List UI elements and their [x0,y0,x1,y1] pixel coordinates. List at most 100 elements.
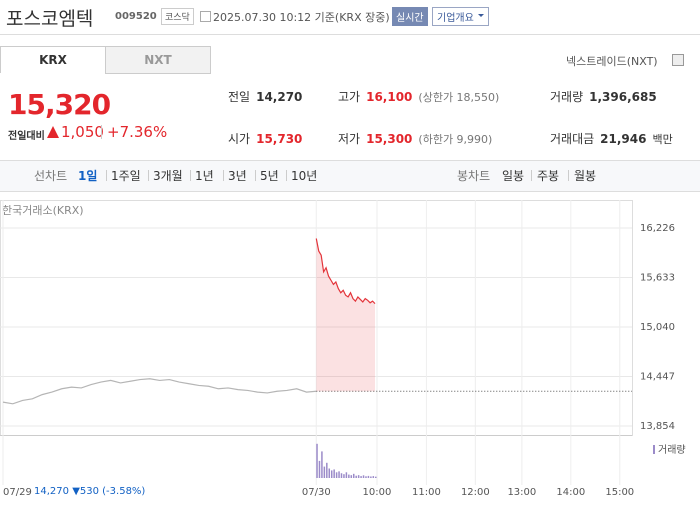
period-option[interactable]: 1년 [195,169,214,183]
sep [286,170,287,181]
nxt-link[interactable]: 넥스트레이드(NXT) [566,55,658,68]
x-tick-label: 14:00 [556,487,585,498]
x-tick-label: 07/30 [302,487,331,498]
tab-nxt[interactable]: NXT [105,46,211,74]
y-tick-label: 16,226 [640,223,675,234]
stat-value: 16,100 [366,90,413,104]
stat-label: 시가 [228,132,251,146]
stat-label: 거래대금 [550,132,595,146]
period-option[interactable]: 3년 [228,169,247,183]
sep [148,170,149,181]
change-rate: +7.36% [107,123,168,141]
volume-bar [365,476,367,478]
y-tick-label: 13,854 [640,421,675,432]
volume-bar [316,443,318,478]
volume-bar [352,473,355,478]
stat: 전일 14,270 [228,88,302,105]
stat: 거래대금 21,946 백만 [550,130,673,147]
x-tick-label: 11:00 [412,487,441,498]
volume-bar [340,473,343,478]
volume-bar [345,472,348,478]
sep [255,170,256,181]
candle-option[interactable]: 주봉 [537,169,560,183]
calendar-icon [200,11,211,22]
stat-label: 고가 [338,90,361,104]
candle-label: 봉차트 [457,169,491,183]
volume-bar [348,474,350,478]
x-tick-label: 13:00 [507,487,536,498]
stat: 고가 16,100 (상한가 18,550) [338,88,499,105]
x-tick-label: 12:00 [461,487,490,498]
sep [531,170,532,181]
stat: 저가 15,300 (하한가 9,990) [338,130,492,147]
stock-name[interactable]: 포스코엠텍 [6,8,94,30]
volume-bar [318,460,321,478]
volume-bar [355,475,357,478]
volume-bar [360,476,362,478]
stat-label: 저가 [338,132,361,146]
period-option[interactable]: 5년 [260,169,279,183]
volume-bar [323,466,326,478]
volume-bar [370,476,372,478]
chart-source: 한국거래소(KRX) [2,204,84,217]
current-price: 15,320 [8,88,111,121]
company-button[interactable]: 기업개요 [432,7,489,26]
stat-value: 15,300 [366,132,413,146]
period-option[interactable]: 1주일 [111,169,141,183]
info-icon[interactable] [672,54,684,66]
x-tick-label: 10:00 [363,487,392,498]
realtime-button[interactable]: 실시간 [392,7,428,26]
sep [190,170,191,181]
volume-bar [367,475,370,478]
volume-bar [326,462,328,478]
y-tick-label: 15,633 [640,273,675,284]
volume-bar [375,476,377,478]
line-chart-label: 선차트 [34,169,68,183]
tab-krx[interactable]: KRX [0,46,106,73]
footer: 14,270 ▼530 (-3.58%) [34,486,145,497]
divider [0,34,700,35]
stat-label: 거래량 [550,90,584,104]
stat-value: 15,730 [256,132,303,146]
stat: 거래량 1,396,685 [550,88,657,105]
company-label: 기업개요 [437,13,474,24]
candle-option[interactable]: 월봉 [574,169,597,183]
price-line [2,378,317,405]
candle-option[interactable]: 일봉 [502,169,525,183]
stat: 시가 15,730 [228,130,302,147]
volume-bar [362,475,365,478]
period-option[interactable]: 10년 [291,169,318,183]
volume-bar [372,476,375,478]
sep [568,170,569,181]
stat-label: 전일 [228,90,251,104]
stat-note: (상한가 18,550) [418,91,500,104]
stat-value: 21,946 [600,132,647,146]
volume-bar [335,472,338,478]
period-option[interactable]: 3개월 [153,169,183,183]
legend-swatch [653,445,655,454]
stat-note: 백만 [652,133,673,146]
x-tick-label: 07/29 [3,487,32,498]
stat-note: (하한가 9,990) [418,133,493,146]
volume-bar [343,474,345,478]
volume-bar [330,470,333,478]
datetime: 2025.07.30 10:12 기준(KRX 장중) [213,11,390,24]
volume-bar [338,471,340,478]
area [316,238,376,392]
stat-value: 1,396,685 [589,90,657,104]
dropdown-caret [477,14,484,20]
stock-code: 009520 [115,11,157,22]
footer-rate: (-3.58%) [102,486,146,497]
up-arrow [47,126,59,138]
stat-value: 14,270 [256,90,303,104]
volume-bar [328,468,331,478]
period-option[interactable]: 1일 [78,169,98,183]
footer-change: ▼530 [72,486,99,497]
volume-bar [357,475,360,478]
y-tick-label: 14,447 [640,372,675,383]
legend-label: 거래량 [658,444,686,456]
volume-bar [333,469,335,478]
sep [223,170,224,181]
x-tick-label: 15:00 [605,487,634,498]
